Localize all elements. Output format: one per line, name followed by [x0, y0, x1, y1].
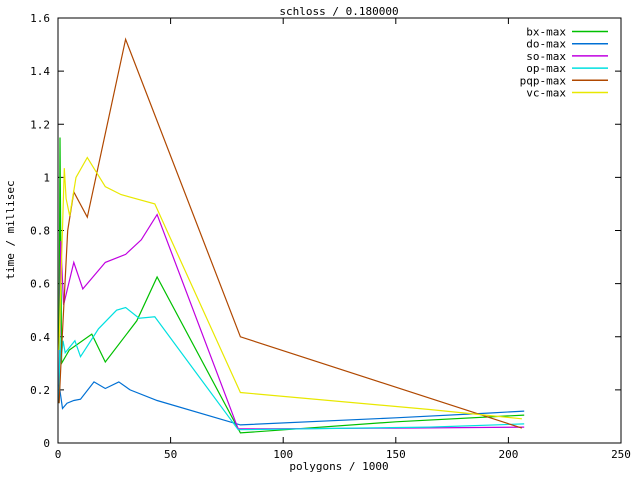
y-tick-label: 0 [43, 437, 50, 450]
x-tick-label: 150 [386, 448, 406, 461]
legend-label-bx-max: bx-max [526, 26, 566, 39]
legend-label-op-max: op-max [526, 62, 566, 75]
axes-layer: 0 50 100 150 200 250 0 0.2 0.4 0.6 0.8 1 1.2 1.4 1.6 [30, 12, 631, 461]
y-tick-label: 0.6 [30, 278, 50, 291]
y-tick-label: 0.2 [30, 384, 50, 397]
y-tick-label: 0.8 [30, 225, 50, 238]
y-tick-label: 0.4 [30, 331, 50, 344]
y-tick-label: 1 [43, 171, 50, 184]
x-axis-label: polygons / 1000 [289, 460, 388, 473]
legend-label-vc-max: vc-max [526, 87, 566, 100]
series-layer [58, 37, 525, 434]
y-tick-label: 1.4 [30, 65, 50, 78]
series-line-vc-max [58, 156, 522, 420]
y-axis-label: time / millisec [4, 180, 17, 279]
legend-label-do-max: do-max [526, 38, 566, 51]
x-tick-label: 50 [164, 448, 177, 461]
y-tick-label: 1.6 [30, 12, 50, 25]
series-line-do-max [58, 381, 525, 426]
series-line-pqp-max [58, 37, 523, 429]
series-line-op-max [58, 306, 525, 431]
x-tick-label: 200 [498, 448, 518, 461]
x-tick-label: 250 [611, 448, 631, 461]
y-tick-label: 1.2 [30, 118, 50, 131]
chart-title: schloss / 0.180000 [279, 5, 398, 18]
legend-label-pqp-max: pqp-max [520, 74, 567, 87]
legend-label-so-max: so-max [526, 50, 566, 63]
x-tick-label: 100 [273, 448, 293, 461]
x-tick-label: 0 [55, 448, 62, 461]
